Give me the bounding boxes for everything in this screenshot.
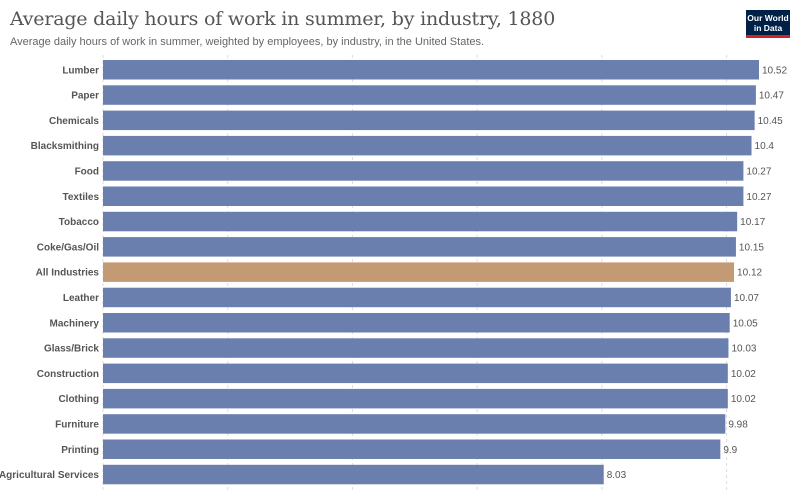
bar[interactable]	[103, 85, 756, 105]
bar[interactable]	[103, 110, 755, 131]
category-label: Construction	[37, 369, 99, 380]
chart-title: Average daily hours of work in summer, b…	[10, 8, 556, 30]
category-label: Furniture	[55, 419, 99, 430]
bar[interactable]	[103, 237, 736, 257]
bars: Lumber 10.52 Paper 10.47 Chemicals 10.45 Black…	[0, 60, 787, 485]
value-label: 10.15	[739, 242, 764, 253]
value-label: 10.4	[755, 141, 775, 152]
value-label: 9.9	[723, 445, 737, 456]
category-label: Tobacco	[59, 217, 99, 228]
value-label: 10.27	[746, 166, 771, 177]
category-label: Glass/Brick	[44, 344, 99, 355]
category-label: Clothing	[58, 394, 99, 405]
category-label: All Industries	[36, 268, 100, 279]
bar[interactable]	[103, 388, 728, 409]
value-label: 10.12	[737, 268, 762, 279]
bar[interactable]	[103, 414, 726, 434]
category-label: Coke/Gas/Oil	[37, 242, 99, 253]
value-label: 10.03	[731, 344, 756, 355]
bar[interactable]	[103, 60, 759, 80]
category-label: Chemicals	[49, 116, 99, 127]
category-label: Machinery	[50, 318, 100, 329]
bar[interactable]	[103, 313, 730, 333]
category-label: Blacksmithing	[31, 141, 99, 152]
bar[interactable]	[103, 287, 731, 308]
value-label: 10.02	[731, 394, 756, 405]
value-label: 10.52	[762, 65, 787, 76]
logo-line-1: Our World	[747, 13, 789, 23]
value-label: 10.07	[734, 293, 759, 304]
value-label: 10.05	[733, 318, 758, 329]
value-label: 8.03	[607, 470, 627, 481]
chart-subtitle: Average daily hours of work in summer, w…	[10, 36, 485, 48]
bar[interactable]	[103, 464, 604, 485]
value-label: 10.02	[731, 369, 756, 380]
bar[interactable]	[103, 161, 744, 181]
category-label: Lumber	[62, 65, 99, 76]
category-label: Textiles	[63, 192, 100, 203]
bar[interactable]	[103, 439, 721, 460]
bar-chart: Lumber 10.52 Paper 10.47 Chemicals 10.45 Black…	[0, 55, 787, 491]
category-label: Printing	[61, 445, 99, 456]
value-label: 10.47	[759, 91, 784, 102]
bar-highlight[interactable]	[103, 262, 735, 282]
category-label: Agricultural Services	[0, 470, 99, 481]
value-label: 10.17	[740, 217, 765, 228]
owid-logo[interactable]: Our World in Data	[746, 10, 790, 38]
category-label: Leather	[63, 293, 99, 304]
logo-line-2: in Data	[753, 23, 783, 33]
bar[interactable]	[103, 363, 728, 384]
value-label: 10.27	[746, 192, 771, 203]
bar[interactable]	[103, 135, 752, 156]
category-label: Paper	[71, 91, 99, 102]
bar[interactable]	[103, 211, 738, 232]
value-label: 10.45	[758, 116, 783, 127]
bar[interactable]	[103, 338, 729, 358]
category-label: Food	[75, 166, 99, 177]
value-label: 9.98	[728, 419, 748, 430]
bar[interactable]	[103, 186, 744, 207]
